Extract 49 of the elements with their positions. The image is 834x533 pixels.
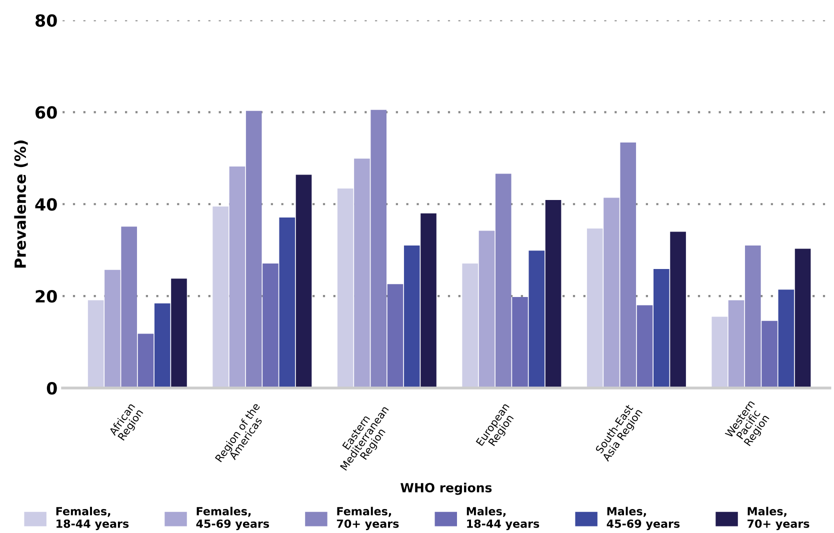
y-tick-label: 80 xyxy=(36,14,57,27)
bar xyxy=(636,305,653,388)
legend-label: Males, 70+ years xyxy=(748,506,810,530)
bar xyxy=(296,174,312,388)
bar xyxy=(370,110,387,388)
bar xyxy=(154,303,170,388)
legend-label: Females, 18-44 years xyxy=(56,506,129,530)
legend-label: Females, 45-69 years xyxy=(196,506,270,530)
bar xyxy=(495,174,512,388)
legend-label: Males, 18-44 years xyxy=(466,506,540,530)
bar xyxy=(262,263,278,388)
bar xyxy=(337,188,354,388)
bar xyxy=(794,248,811,388)
bar xyxy=(586,228,603,388)
bar xyxy=(138,334,154,388)
legend-label: Males, 45-69 years xyxy=(606,506,680,530)
bar xyxy=(670,232,686,388)
bar xyxy=(620,142,636,388)
bar xyxy=(528,250,545,388)
bar xyxy=(654,268,670,388)
bar xyxy=(104,270,120,388)
bar xyxy=(354,158,370,388)
bar xyxy=(545,200,562,388)
bar xyxy=(744,246,761,388)
legend-label: Females, 70+ years xyxy=(336,506,399,530)
bar xyxy=(279,217,296,388)
bar xyxy=(387,284,404,388)
bar xyxy=(478,230,495,388)
bar xyxy=(778,290,794,388)
bar xyxy=(121,226,137,388)
bar xyxy=(404,246,420,388)
y-tick-label: 20 xyxy=(36,290,57,303)
bar xyxy=(171,278,187,388)
x-axis-title: WHO regions xyxy=(400,482,492,495)
bar xyxy=(728,300,744,388)
bar xyxy=(212,206,228,388)
bar xyxy=(604,198,620,388)
bar xyxy=(246,110,262,388)
bar xyxy=(512,297,528,388)
y-tick-label: 0 xyxy=(46,382,57,395)
y-tick-label: 40 xyxy=(35,198,57,211)
bar xyxy=(712,316,728,388)
y-axis-title: Prevalence (%) xyxy=(14,140,28,268)
bar xyxy=(88,300,104,388)
bar xyxy=(762,320,778,388)
bar xyxy=(229,166,246,388)
bar xyxy=(462,263,478,388)
y-tick-label: 60 xyxy=(36,106,57,119)
bar xyxy=(420,213,436,388)
